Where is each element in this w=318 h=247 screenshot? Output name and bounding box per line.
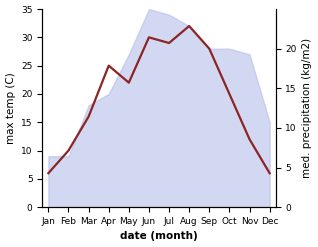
Y-axis label: med. precipitation (kg/m2): med. precipitation (kg/m2) — [302, 38, 313, 178]
X-axis label: date (month): date (month) — [120, 231, 198, 242]
Y-axis label: max temp (C): max temp (C) — [5, 72, 16, 144]
